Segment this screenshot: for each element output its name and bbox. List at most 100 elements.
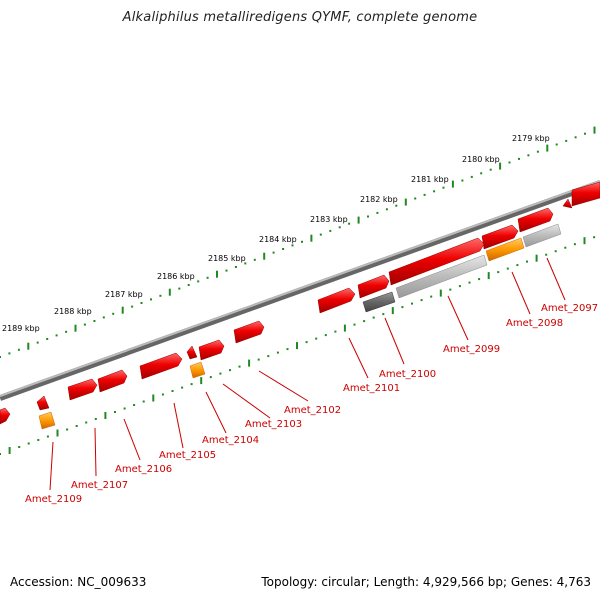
scale-dot bbox=[470, 175, 473, 178]
gene-block-amet-2097[interactable] bbox=[522, 223, 562, 248]
gene-label-amet-2106[interactable]: Amet_2106 bbox=[115, 464, 172, 475]
scale-dot bbox=[518, 157, 520, 160]
inner-scale-ring bbox=[0, 236, 596, 455]
scale-dot bbox=[229, 369, 231, 372]
scale-dot bbox=[75, 425, 78, 427]
scale-dot bbox=[219, 372, 222, 375]
scale-dot bbox=[0, 356, 1, 358]
gene-arrow-amet-2106[interactable] bbox=[97, 369, 128, 393]
scale-dot bbox=[324, 334, 327, 337]
scale-dot bbox=[83, 323, 86, 326]
scale-dot bbox=[181, 386, 184, 389]
scale-dot bbox=[449, 288, 452, 291]
scale-dot bbox=[433, 190, 436, 193]
scale-dot bbox=[411, 302, 413, 305]
kbp-label-2185: 2185 kbp bbox=[208, 254, 246, 263]
scale-dot bbox=[112, 312, 115, 315]
gene-block-amet-2099[interactable] bbox=[395, 254, 488, 299]
gene-arrow-amet-2107[interactable] bbox=[67, 378, 98, 401]
gene-arrow[interactable] bbox=[481, 224, 519, 250]
gene-arrow-amet-2105[interactable] bbox=[139, 352, 183, 380]
kbp-label-2186: 2186 kbp bbox=[157, 272, 195, 281]
gene-label-amet-2104[interactable]: Amet_2104 bbox=[202, 435, 259, 446]
gene-label-amet-2105[interactable]: Amet_2105 bbox=[159, 450, 216, 461]
genome-backbone bbox=[0, 180, 600, 401]
scale-dot bbox=[593, 236, 596, 239]
scale-dot bbox=[37, 439, 40, 441]
gene-arrow-amet-2096[interactable] bbox=[517, 207, 554, 233]
gene-arrow[interactable] bbox=[0, 407, 11, 425]
scale-dot bbox=[85, 421, 88, 424]
gene-arrow-amet-2109-top[interactable] bbox=[36, 395, 50, 411]
scale-dot bbox=[536, 150, 539, 153]
gene-label-amet-2107[interactable]: Amet_2107 bbox=[71, 480, 128, 491]
kbp-label-2184: 2184 kbp bbox=[259, 235, 297, 244]
scale-dot bbox=[555, 143, 558, 146]
scale-dot bbox=[238, 365, 241, 368]
scale-dot bbox=[178, 287, 181, 290]
gene-label-amet-2099[interactable]: Amet_2099 bbox=[443, 344, 500, 355]
gene-label-amet-2101[interactable]: Amet_2101 bbox=[343, 383, 400, 394]
gene-label-amet-2103[interactable]: Amet_2103 bbox=[245, 419, 302, 430]
gene-label-amet-2098[interactable]: Amet_2098 bbox=[506, 318, 563, 329]
scale-dot bbox=[18, 446, 21, 448]
scale-dot bbox=[140, 302, 143, 304]
gene-arrow[interactable] bbox=[357, 274, 390, 299]
scale-dot bbox=[267, 355, 270, 358]
scale-dot bbox=[133, 404, 136, 406]
gene-label-amet-2102[interactable]: Amet_2102 bbox=[284, 405, 341, 416]
gene-arrow[interactable] bbox=[562, 198, 573, 209]
scale-dot bbox=[131, 305, 134, 308]
scale-dot bbox=[363, 320, 366, 323]
gene-leader-lines bbox=[49, 257, 566, 491]
scale-dot bbox=[286, 348, 289, 351]
scale-dot bbox=[461, 179, 464, 182]
scale-dot bbox=[301, 240, 303, 243]
gene-label-amet-2097[interactable]: Amet_2097 bbox=[541, 303, 598, 314]
scale-dot bbox=[319, 233, 322, 236]
gene-arrow-amet-2104-top[interactable] bbox=[186, 345, 198, 360]
scale-dot bbox=[545, 253, 548, 256]
gene-features bbox=[0, 181, 600, 430]
gene-arrow[interactable] bbox=[388, 237, 485, 286]
scale-dot bbox=[526, 260, 528, 263]
gene-arrow[interactable] bbox=[233, 320, 265, 344]
scale-dot bbox=[102, 316, 105, 319]
gene-block-amet-2098[interactable] bbox=[485, 237, 525, 262]
scale-dot bbox=[401, 306, 404, 309]
gene-arrow[interactable] bbox=[317, 287, 356, 314]
scale-dot bbox=[516, 264, 519, 267]
scale-dot bbox=[468, 281, 471, 284]
genome-backbone-highlight bbox=[0, 180, 600, 397]
kbp-labels: 2179 kbp 2180 kbp 2181 kbp 2182 kbp 2183… bbox=[2, 134, 550, 333]
scale-dot bbox=[190, 383, 193, 386]
scale-dot bbox=[253, 258, 256, 261]
gene-arrow[interactable] bbox=[571, 181, 600, 207]
scale-dot bbox=[66, 428, 69, 431]
scale-dot bbox=[497, 271, 500, 274]
scale-dot bbox=[8, 352, 11, 355]
scale-dot bbox=[372, 316, 375, 319]
scale-dot bbox=[554, 250, 557, 253]
scale-dot bbox=[257, 358, 260, 361]
scale-dot bbox=[480, 172, 483, 175]
scale-dot bbox=[367, 215, 369, 218]
scale-dot bbox=[93, 320, 96, 322]
scale-dot bbox=[123, 407, 126, 410]
gene-block-amet-2100[interactable] bbox=[362, 291, 396, 313]
gene-label-amet-2109[interactable]: Amet_2109 bbox=[25, 494, 82, 505]
gene-block-amet-2109[interactable] bbox=[38, 411, 56, 430]
gene-block-amet-2104[interactable] bbox=[189, 361, 206, 379]
scale-dot bbox=[276, 351, 279, 354]
scale-dot bbox=[94, 418, 97, 420]
scale-dot bbox=[197, 280, 200, 283]
gene-label-amet-2100[interactable]: Amet_2100 bbox=[379, 369, 436, 380]
scale-dot bbox=[36, 341, 39, 344]
kbp-label-2183: 2183 kbp bbox=[310, 215, 348, 224]
scale-dot bbox=[430, 295, 433, 298]
gene-arrow-amet-2103[interactable] bbox=[198, 339, 225, 361]
kbp-label-2181: 2181 kbp bbox=[411, 175, 449, 184]
scale-dot bbox=[161, 393, 164, 396]
scale-dot bbox=[334, 330, 337, 333]
scale-dot bbox=[414, 197, 417, 200]
